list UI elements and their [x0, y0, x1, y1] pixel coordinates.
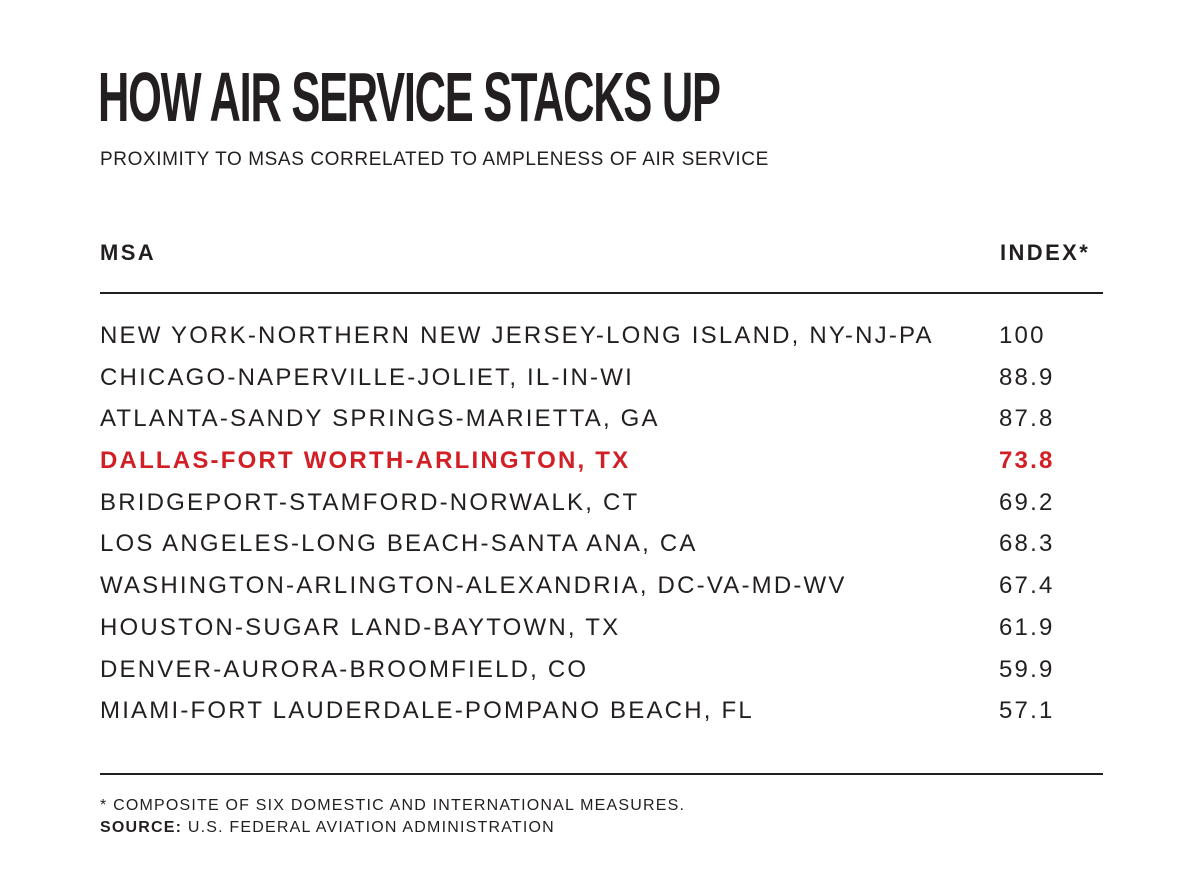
index-value: 57.1	[999, 697, 1055, 725]
source-text: U.S. FEDERAL AVIATION ADMINISTRATION	[182, 819, 555, 836]
msa-name: CHICAGO-NAPERVILLE-JOLIET, IL-IN-WI	[100, 363, 634, 391]
msa-name: BRIDGEPORT-STAMFORD-NORWALK, CT	[100, 488, 640, 516]
footer-divider	[100, 773, 1103, 775]
table-row: BRIDGEPORT-STAMFORD-NORWALK, CT 69.2	[100, 482, 1103, 524]
table-row: LOS ANGELES-LONG BEACH-SANTA ANA, CA 68.3	[100, 523, 1103, 565]
msa-name: DALLAS-FORT WORTH-ARLINGTON, TX	[100, 447, 631, 475]
index-value: 67.4	[999, 572, 1055, 600]
footnote: * COMPOSITE OF SIX DOMESTIC AND INTERNAT…	[100, 797, 686, 814]
msa-name: HOUSTON-SUGAR LAND-BAYTOWN, TX	[100, 613, 621, 641]
chart-title: HOW AIR SERVICE STACKS UP	[98, 58, 721, 136]
table-row: WASHINGTON-ARLINGTON-ALEXANDRIA, DC-VA-M…	[100, 565, 1103, 607]
table-row: DENVER-AURORA-BROOMFIELD, CO 59.9	[100, 649, 1103, 691]
chart-subtitle: PROXIMITY TO MSAS CORRELATED TO AMPLENES…	[100, 149, 769, 170]
index-value: 100	[999, 322, 1046, 349]
index-value: 88.9	[999, 363, 1055, 391]
msa-name: LOS ANGELES-LONG BEACH-SANTA ANA, CA	[100, 530, 698, 558]
msa-name: DENVER-AURORA-BROOMFIELD, CO	[100, 655, 589, 683]
source-label: SOURCE:	[100, 819, 183, 836]
index-value: 73.8	[999, 447, 1055, 475]
header-divider	[100, 292, 1103, 294]
source-line: SOURCE: U.S. FEDERAL AVIATION ADMINISTRA…	[100, 817, 555, 839]
table-row: HOUSTON-SUGAR LAND-BAYTOWN, TX 61.9	[100, 607, 1103, 649]
table-row: MIAMI-FORT LAUDERDALE-POMPANO BEACH, FL 5…	[100, 690, 1103, 732]
table-row: ATLANTA-SANDY SPRINGS-MARIETTA, GA 87.8	[100, 398, 1103, 440]
table-body: NEW YORK-NORTHERN NEW JERSEY-LONG ISLAND…	[100, 315, 1103, 732]
index-value: 87.8	[999, 405, 1055, 433]
msa-name: ATLANTA-SANDY SPRINGS-MARIETTA, GA	[100, 405, 660, 433]
index-value: 61.9	[999, 613, 1055, 641]
index-value: 68.3	[999, 530, 1055, 558]
column-header-msa: MSA	[100, 240, 157, 265]
table-row: CHICAGO-NAPERVILLE-JOLIET, IL-IN-WI 88.9	[100, 357, 1103, 399]
table-row: NEW YORK-NORTHERN NEW JERSEY-LONG ISLAND…	[100, 315, 1103, 357]
column-header-index: INDEX*	[1000, 240, 1091, 265]
chart-table: HOW AIR SERVICE STACKS UP PROXIMITY TO M…	[98, 0, 1103, 889]
msa-name: MIAMI-FORT LAUDERDALE-POMPANO BEACH, FL	[100, 697, 754, 725]
index-value: 59.9	[999, 655, 1055, 683]
index-value: 69.2	[999, 488, 1055, 516]
table-row-highlighted: DALLAS-FORT WORTH-ARLINGTON, TX 73.8	[100, 440, 1103, 482]
msa-name: NEW YORK-NORTHERN NEW JERSEY-LONG ISLAND…	[100, 322, 934, 349]
msa-name: WASHINGTON-ARLINGTON-ALEXANDRIA, DC-VA-M…	[100, 572, 847, 600]
